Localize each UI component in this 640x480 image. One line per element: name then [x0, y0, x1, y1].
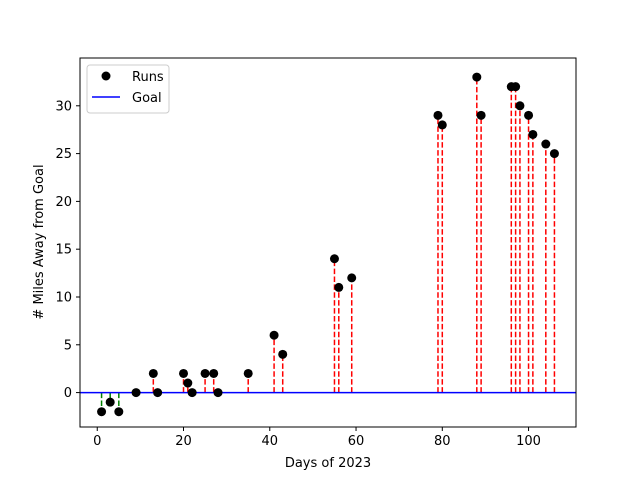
run-point	[97, 407, 107, 417]
run-point	[437, 120, 447, 130]
run-point	[187, 388, 197, 398]
y-tick-label: 15	[55, 243, 72, 258]
run-point	[347, 273, 357, 283]
run-point	[433, 110, 443, 120]
legend-goal-label: Goal	[132, 91, 162, 106]
x-tick-label: 20	[175, 434, 192, 449]
y-axis-ticks: 0 5 10 15 20 25 30	[55, 99, 80, 401]
y-tick-label: 0	[64, 386, 72, 401]
run-point	[153, 388, 163, 398]
y-tick-label: 25	[55, 147, 72, 162]
legend: Runs Goal	[86, 64, 170, 114]
run-point	[243, 368, 253, 378]
run-point	[209, 368, 219, 378]
run-point	[541, 139, 551, 149]
run-point	[511, 82, 521, 92]
legend-runs-label: Runs	[132, 70, 164, 85]
x-tick-label: 80	[434, 434, 451, 449]
run-point	[179, 368, 189, 378]
run-point	[114, 407, 124, 417]
y-tick-label: 30	[55, 99, 72, 114]
run-point	[105, 397, 115, 407]
run-point	[334, 282, 344, 292]
run-point	[549, 149, 559, 159]
data-points	[97, 72, 559, 417]
x-axis-ticks: 0 20 40 60 80 100	[93, 427, 541, 449]
legend-runs-marker	[101, 71, 111, 81]
run-point	[476, 110, 486, 120]
run-point	[131, 388, 141, 398]
run-point	[515, 101, 525, 111]
x-tick-label: 60	[348, 434, 365, 449]
y-tick-label: 5	[64, 338, 72, 353]
x-tick-label: 40	[262, 434, 279, 449]
y-tick-label: 10	[55, 290, 72, 305]
y-axis-label: # Miles Away from Goal	[32, 164, 47, 319]
run-point	[213, 388, 223, 398]
x-axis-label: Days of 2023	[285, 456, 371, 471]
plot-frame	[79, 57, 577, 428]
run-point	[148, 368, 158, 378]
run-point	[524, 110, 534, 120]
x-tick-label: 100	[516, 434, 541, 449]
run-point	[278, 349, 288, 359]
run-point	[269, 330, 279, 340]
run-point	[472, 72, 482, 82]
x-tick-label: 0	[93, 434, 101, 449]
run-point	[200, 368, 210, 378]
run-point	[329, 254, 339, 264]
run-point	[528, 129, 538, 139]
y-tick-label: 20	[55, 195, 72, 210]
run-point	[183, 378, 193, 388]
stem-lines	[100, 77, 556, 412]
